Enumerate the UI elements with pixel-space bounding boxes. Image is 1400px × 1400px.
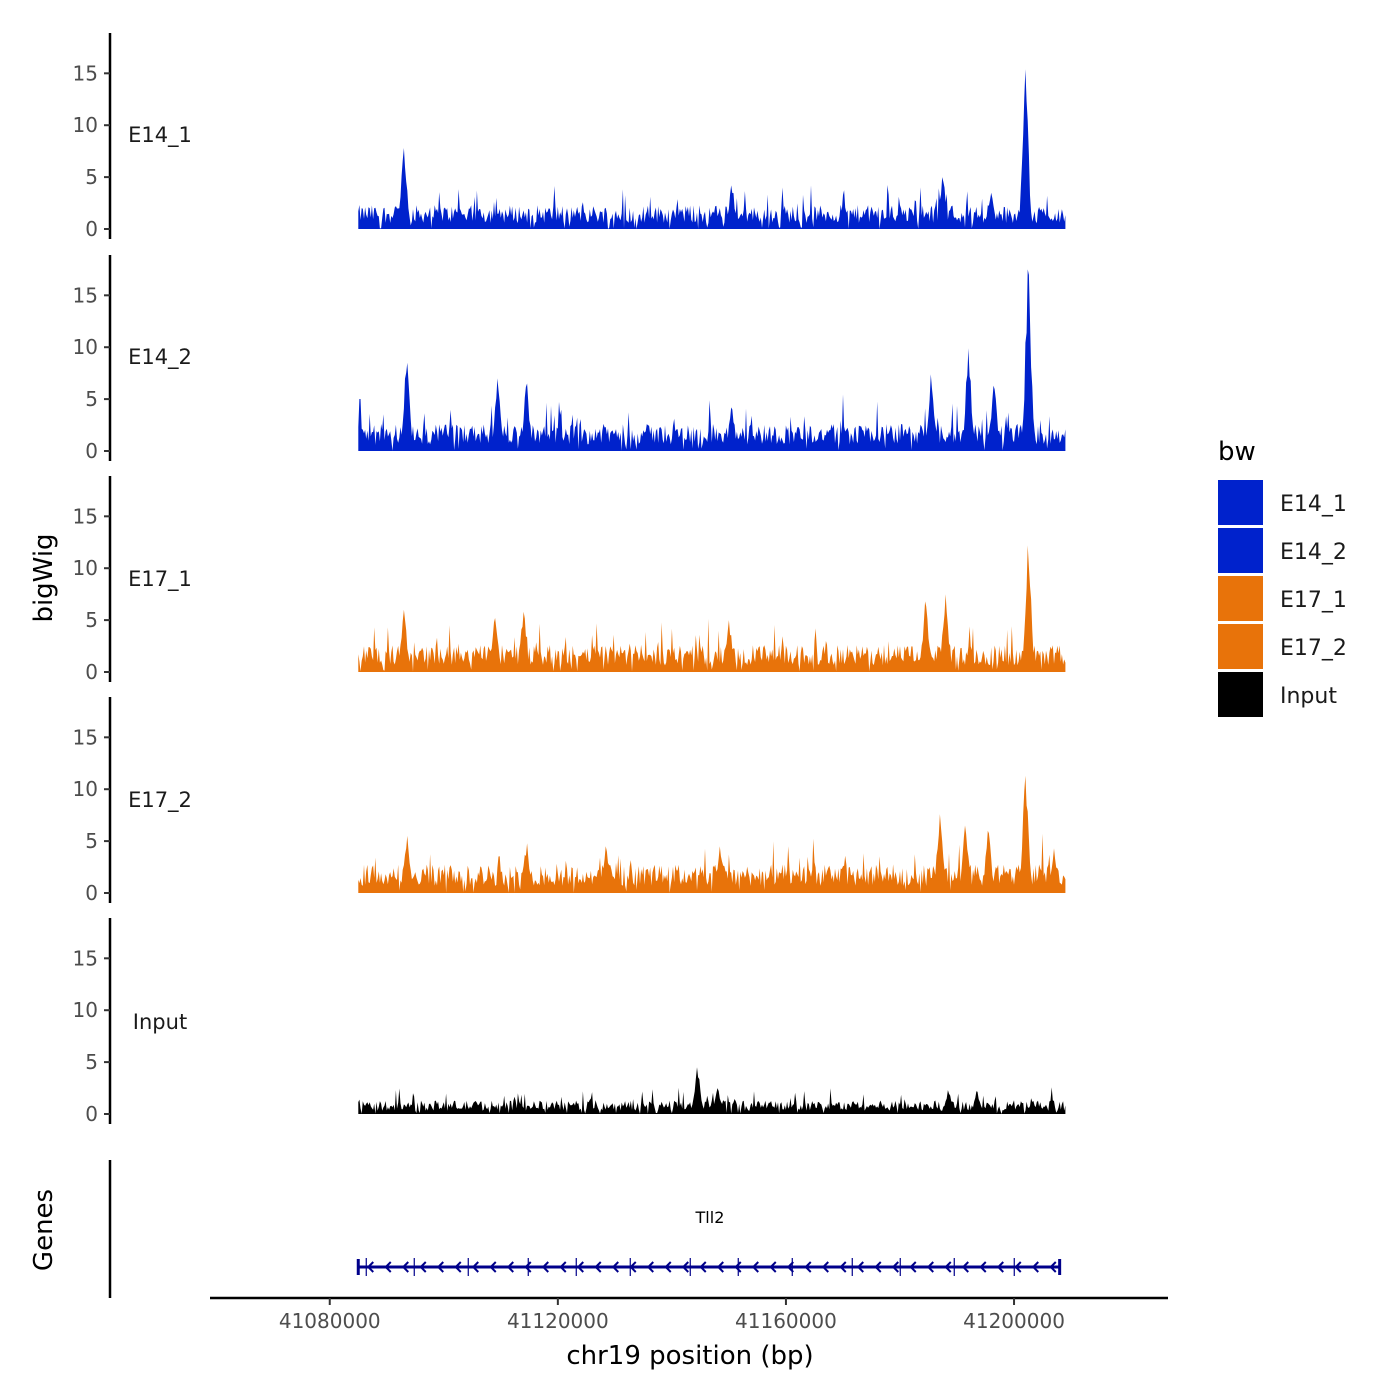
strand-chevron: [611, 1261, 619, 1273]
strand-chevron: [786, 1261, 794, 1273]
strand-chevron: [909, 1261, 917, 1273]
track-label: Input: [133, 1010, 187, 1034]
strand-chevron: [1031, 1261, 1039, 1273]
signal-area-e14-1: [358, 69, 1066, 229]
track-label: E17_1: [128, 567, 192, 592]
strand-chevron: [699, 1261, 707, 1273]
legend-title: bw: [1218, 437, 1256, 467]
strand-chevron: [856, 1261, 864, 1273]
signal-area-e14-2: [358, 269, 1066, 451]
y-tick-label: 5: [85, 608, 98, 632]
track-e14-1: 0 5 10 15 E14_1: [73, 33, 1066, 241]
signal-area-input: [358, 1067, 1066, 1114]
strand-chevron: [1014, 1261, 1022, 1273]
x-tick-label: 41080000: [279, 1309, 381, 1333]
strand-chevron: [559, 1261, 567, 1273]
genes-axis-title: Genes: [29, 1189, 59, 1271]
legend: bw E14_1 E14_2 E17_1 E17_2 Input: [1218, 437, 1347, 717]
y-tick-label: 10: [73, 335, 98, 359]
strand-chevron: [716, 1261, 724, 1273]
strand-chevron: [664, 1261, 672, 1273]
strand-chevron: [541, 1261, 549, 1273]
track-label: E14_1: [128, 123, 192, 148]
y-tick-label: 10: [73, 556, 98, 580]
signal-tracks: 0 5 10 15 E14_1 0 5 10 15 E14_2 0 5 10 15 E17_1 0 5 10 15 E…: [73, 33, 1066, 1126]
x-axis-title: chr19 position (bp): [566, 1341, 813, 1371]
y-tick-label: 15: [73, 946, 98, 970]
track-e17-1: 0 5 10 15 E17_1: [73, 476, 1066, 684]
y-tick-label: 15: [73, 283, 98, 307]
legend-swatch: [1218, 480, 1263, 525]
strand-chevron: [681, 1261, 689, 1273]
legend-swatch: [1218, 624, 1263, 669]
y-tick-label: 15: [73, 504, 98, 528]
strand-chevron: [471, 1261, 479, 1273]
strand-chevron: [839, 1261, 847, 1273]
strand-chevron: [1049, 1261, 1057, 1273]
track-label: E17_2: [128, 788, 192, 813]
track-e17-2: 0 5 10 15 E17_2: [73, 697, 1066, 905]
strand-chevron: [804, 1261, 812, 1273]
strand-chevron: [646, 1261, 654, 1273]
strand-chevron: [979, 1261, 987, 1273]
strand-chevron: [506, 1261, 514, 1273]
strand-chevron: [366, 1261, 374, 1273]
y-tick-label: 0: [85, 1102, 98, 1126]
signal-area-e17-2: [358, 775, 1066, 893]
legend-label: E14_1: [1280, 492, 1347, 517]
strand-chevron: [384, 1261, 392, 1273]
strand-chevron: [996, 1261, 1004, 1273]
x-tick-label: 41160000: [735, 1309, 837, 1333]
y-tick-label: 5: [85, 829, 98, 853]
y-tick-label: 0: [85, 660, 98, 684]
legend-swatch: [1218, 528, 1263, 573]
strand-chevron: [821, 1261, 829, 1273]
y-tick-label: 5: [85, 1050, 98, 1074]
strand-chevron: [961, 1261, 969, 1273]
strand-chevron: [734, 1261, 742, 1273]
strand-chevron: [436, 1261, 444, 1273]
track-label: E14_2: [128, 345, 192, 370]
y-tick-label: 15: [73, 61, 98, 85]
y-tick-label: 10: [73, 777, 98, 801]
y-tick-label: 0: [85, 217, 98, 241]
strand-chevron: [874, 1261, 882, 1273]
strand-chevron: [419, 1261, 427, 1273]
track-e14-2: 0 5 10 15 E14_2: [73, 255, 1066, 463]
strand-chevron: [891, 1261, 899, 1273]
x-axis: 41080000 41120000 41160000 41200000: [210, 1296, 1168, 1333]
y-tick-label: 0: [85, 881, 98, 905]
strand-chevron: [769, 1261, 777, 1273]
y-tick-label: 10: [73, 998, 98, 1022]
y-tick-label: 15: [73, 725, 98, 749]
strand-chevron: [926, 1261, 934, 1273]
legend-swatch: [1218, 672, 1263, 717]
strand-chevron: [576, 1261, 584, 1273]
signal-area-e17-1: [358, 545, 1066, 672]
genes-panel: Tll2: [108, 1160, 1062, 1298]
x-tick-label: 41120000: [507, 1309, 609, 1333]
legend-label: E17_1: [1280, 588, 1347, 613]
x-tick-label: 41200000: [963, 1309, 1065, 1333]
strand-chevron: [454, 1261, 462, 1273]
gene-name-label: Tll2: [695, 1208, 725, 1227]
strand-chevron: [489, 1261, 497, 1273]
legend-label: Input: [1280, 684, 1337, 709]
strand-chevron: [401, 1261, 409, 1273]
legend-label: E14_2: [1280, 540, 1347, 565]
strand-chevron: [751, 1261, 759, 1273]
y-axis-title: bigWig: [29, 533, 59, 622]
y-tick-label: 0: [85, 439, 98, 463]
track-input: 0 5 10 15 Input: [73, 918, 1066, 1126]
strand-chevron: [524, 1261, 532, 1273]
strand-chevron: [944, 1261, 952, 1273]
y-tick-label: 5: [85, 165, 98, 189]
y-tick-label: 10: [73, 113, 98, 137]
strand-chevron: [594, 1261, 602, 1273]
legend-swatch: [1218, 576, 1263, 621]
y-tick-label: 5: [85, 387, 98, 411]
legend-label: E17_2: [1280, 636, 1347, 661]
